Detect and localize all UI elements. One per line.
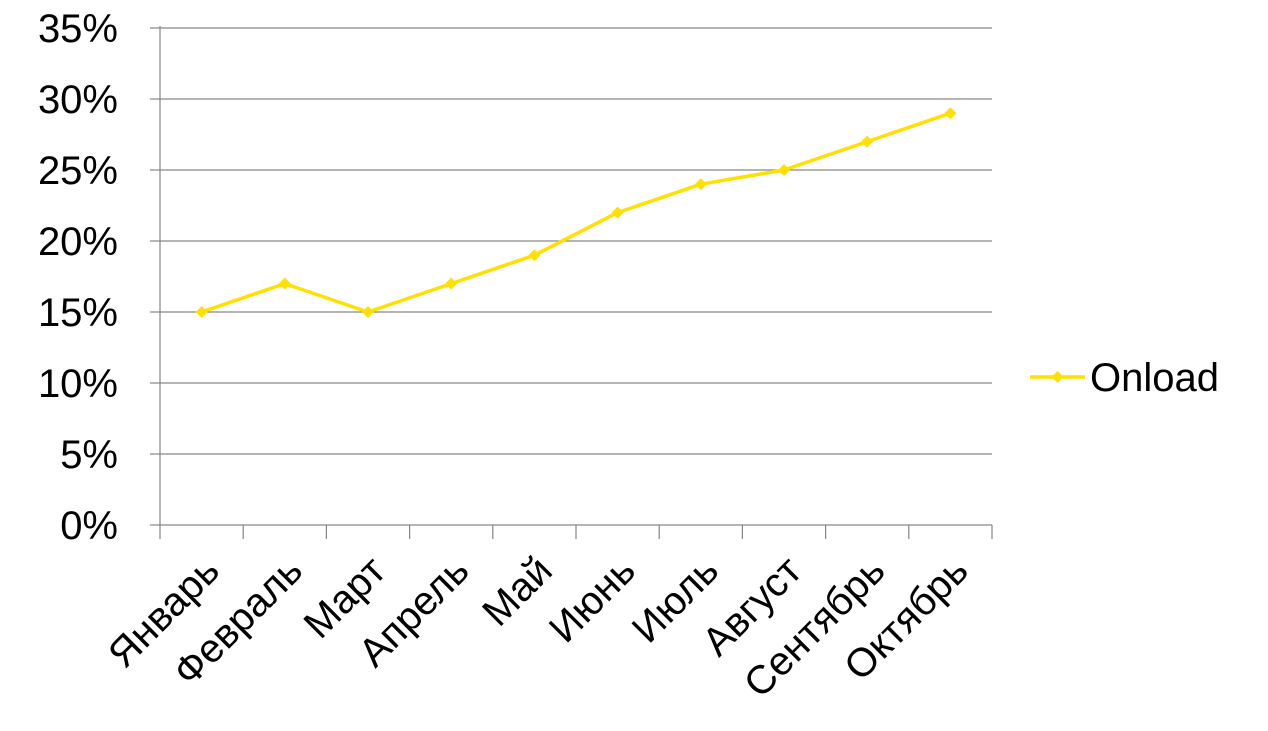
- y-tick-label: 0%: [60, 504, 118, 548]
- y-tick-label: 25%: [38, 149, 118, 193]
- legend: Onload: [1030, 356, 1219, 400]
- series-onload: [195, 107, 957, 318]
- gridlines: [160, 27, 992, 455]
- y-tick-label: 35%: [38, 7, 118, 51]
- y-tick-label: 10%: [38, 362, 118, 406]
- data-point: [445, 277, 458, 290]
- axes: [150, 26, 993, 539]
- y-tick-label: 20%: [38, 220, 118, 264]
- data-point: [528, 249, 541, 262]
- legend-label: Onload: [1090, 356, 1219, 400]
- data-point: [611, 206, 624, 219]
- y-axis-tick-labels: 0% 5% 10% 15% 20% 25% 30% 35%: [38, 7, 118, 548]
- legend-marker: [1051, 371, 1064, 383]
- data-point: [778, 164, 790, 176]
- y-tick-label: 5%: [60, 433, 118, 477]
- data-point: [195, 306, 208, 318]
- x-tick-label: Июнь: [541, 548, 644, 651]
- series-line: [201, 111, 951, 314]
- data-point: [362, 306, 374, 318]
- y-tick-label: 30%: [38, 78, 118, 122]
- data-point: [278, 277, 291, 290]
- x-axis-tick-labels: ЯнварьФевральМартАпрельМайИюньИюльАвгуст…: [100, 548, 977, 706]
- data-point: [694, 178, 707, 191]
- data-point: [861, 135, 874, 148]
- y-tick-label: 15%: [38, 291, 118, 335]
- data-point: [944, 107, 957, 120]
